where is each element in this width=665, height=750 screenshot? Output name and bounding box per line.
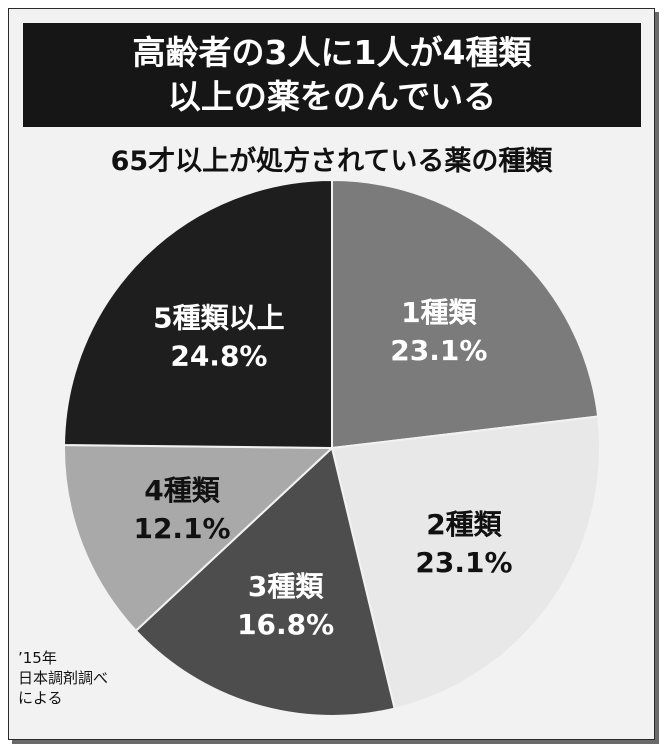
headline-banner: 高齢者の3人に1人が4種類 以上の薬をのんでいる [23, 23, 641, 127]
pie-slice-4 [63, 444, 335, 633]
slice-value-2: 23.1% [415, 546, 512, 579]
slice-label-4: 4種類 [144, 474, 220, 507]
source-org: 日本調剤調べ [18, 669, 109, 687]
source-year: ’15年 [18, 649, 57, 667]
slice-value-4: 12.1% [133, 512, 230, 545]
pie-slice-2 [330, 415, 601, 710]
slice-label-2: 2種類 [426, 508, 502, 541]
pie-slice-5 [63, 178, 333, 450]
source-suffix: による [18, 689, 63, 707]
slice-value-5: 24.8% [170, 340, 267, 373]
slice-value-3: 16.8% [237, 608, 334, 641]
slice-label-1: 1種類 [401, 296, 477, 329]
headline-line-1: 高齢者の3人に1人が4種類 [132, 33, 532, 72]
slice-value-1: 23.1% [390, 334, 487, 367]
chart-subtitle: 65才以上が処方されている薬の種類 [110, 146, 553, 177]
source-note: ’15年 日本調剤調べ による [18, 648, 108, 708]
slice-label-5: 5種類以上 [153, 302, 284, 335]
pie-slice-3 [134, 446, 396, 717]
slice-label-3: 3種類 [248, 570, 324, 603]
pie-slice-1 [331, 178, 600, 450]
headline-line-2: 以上の薬をのんでいる [167, 77, 497, 116]
